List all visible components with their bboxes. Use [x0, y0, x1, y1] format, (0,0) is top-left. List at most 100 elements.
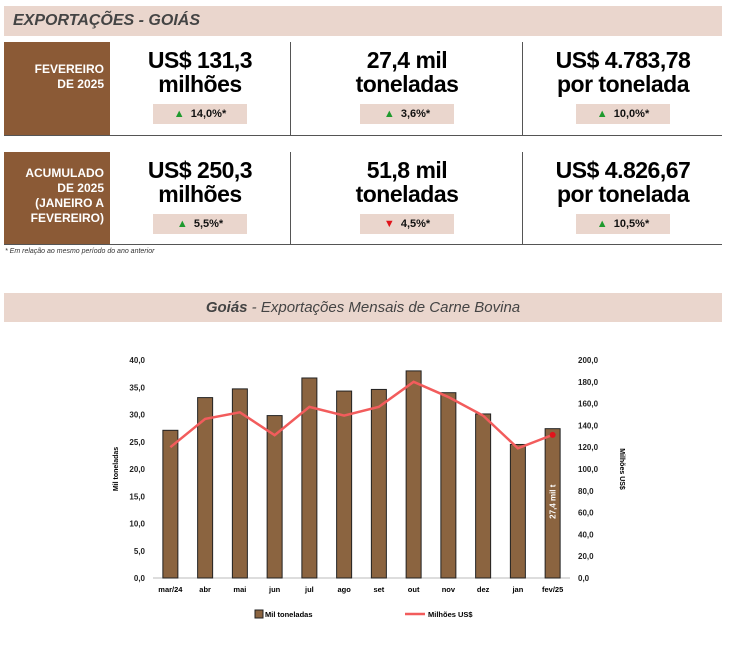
bar — [336, 390, 353, 579]
kpi-unit: toneladas — [355, 71, 459, 97]
legend-label-bars: Mil toneladas — [265, 610, 313, 619]
y2-axis-label: Milhões US$ — [618, 448, 625, 490]
kpi-cell: US$ 4.783,78 por tonelada ▲ 10,0%* — [522, 42, 723, 135]
period-label-line: DE 2025 — [57, 181, 104, 195]
period-label-line: FEVEREIRO — [34, 62, 104, 76]
y-tick-label: 0,0 — [134, 574, 146, 583]
x-tick-label: ago — [337, 585, 351, 594]
kpi-value: US$ 4.826,67 — [555, 157, 691, 183]
change-badge: ▲ 10,0%* — [576, 104, 670, 124]
x-tick-label: jan — [511, 585, 523, 594]
kpi-cell: US$ 250,3 milhões ▲ 5,5%* — [110, 152, 290, 244]
kpi-unit: toneladas — [355, 181, 459, 207]
x-tick-label: out — [408, 585, 420, 594]
y-tick-label: 25,0 — [129, 438, 145, 447]
change-value: 14,0%* — [190, 108, 227, 120]
x-tick-label: nov — [442, 585, 456, 594]
x-tick-label: fev/25 — [542, 585, 563, 594]
legend-label-line: Milhões US$ — [428, 610, 473, 619]
arrow-up-icon: ▲ — [596, 218, 608, 230]
y2-tick-label: 120,0 — [578, 443, 599, 452]
y2-tick-label: 160,0 — [578, 400, 599, 409]
kpi-row: ACUMULADO DE 2025 (JANEIRO A FEVEREIRO) US$ … — [4, 152, 722, 245]
y-tick-label: 40,0 — [129, 356, 145, 365]
change-badge: ▼ 4,5%* — [360, 214, 454, 234]
y-tick-label: 10,0 — [129, 520, 145, 529]
line-series — [169, 380, 554, 450]
chart-title-rest: - Exportações Mensais de Carne Bovina — [247, 299, 521, 316]
kpi-cell: 51,8 mil toneladas ▼ 4,5%* — [290, 152, 523, 244]
arrow-up-icon: ▲ — [596, 108, 608, 120]
x-tick-label: set — [373, 585, 384, 594]
change-value: 10,0%* — [613, 108, 650, 120]
kpi-cell: US$ 131,3 milhões ▲ 14,0%* — [110, 42, 290, 135]
y-tick-label: 15,0 — [129, 492, 145, 501]
y-tick-label: 30,0 — [129, 411, 145, 420]
kpi-value: US$ 250,3 — [147, 157, 253, 183]
bar — [301, 377, 318, 579]
period-label-line: DE 2025 — [57, 77, 104, 91]
kpi-row: FEVEREIRO DE 2025 US$ 131,3 milhões ▲ 14,0%… — [4, 42, 722, 136]
footnote: * Em relação ao mesmo período do ano ant… — [5, 248, 155, 255]
x-tick-label: dez — [477, 585, 490, 594]
kpi-value: US$ 4.783,78 — [555, 47, 691, 73]
y2-tick-label: 80,0 — [578, 487, 594, 496]
bar — [266, 415, 283, 579]
y2-tick-label: 200,0 — [578, 356, 599, 365]
kpi-unit: milhões — [158, 71, 242, 97]
y2-tick-label: 40,0 — [578, 530, 594, 539]
y2-tick-label: 140,0 — [578, 421, 599, 430]
change-badge: ▲ 5,5%* — [153, 214, 247, 234]
x-tick-label: mar/24 — [158, 585, 183, 594]
period-label: ACUMULADO DE 2025 (JANEIRO A FEVEREIRO) — [4, 152, 110, 244]
bar — [231, 388, 248, 579]
bar — [197, 397, 214, 579]
kpi-value: 27,4 mil — [366, 47, 448, 73]
change-badge: ▲ 10,5%* — [576, 214, 670, 234]
y-tick-label: 20,0 — [129, 465, 145, 474]
y-axis-label: Mil toneladas — [113, 447, 120, 491]
kpi-cell: US$ 4.826,67 por tonelada ▲ 10,5%* — [522, 152, 723, 244]
bar — [475, 413, 492, 579]
kpi-value: US$ 131,3 — [147, 47, 253, 73]
y2-tick-label: 100,0 — [578, 465, 599, 474]
kpi-unit: por tonelada — [556, 71, 690, 97]
chart-title-bold: Goiás — [205, 299, 248, 316]
kpi-unit: milhões — [158, 181, 242, 207]
legend-swatch-bars — [254, 609, 264, 619]
chart-title: Goiás - Exportações Mensais de Carne Bov… — [4, 293, 722, 322]
period-label-line: ACUMULADO — [25, 166, 104, 180]
bar — [162, 429, 179, 579]
arrow-down-icon: ▼ — [383, 218, 395, 230]
kpi-cell: 27,4 mil toneladas ▲ 3,6%* — [290, 42, 523, 135]
bar — [370, 388, 387, 579]
change-value: 5,5%* — [193, 218, 224, 230]
change-value: 4,5%* — [400, 218, 431, 230]
y-tick-label: 35,0 — [129, 383, 145, 392]
bar — [440, 392, 457, 579]
period-label: FEVEREIRO DE 2025 — [4, 42, 110, 135]
change-value: 10,5%* — [613, 218, 650, 230]
bar-annotation: 27,4 mil t — [549, 484, 558, 519]
y2-tick-label: 20,0 — [578, 552, 594, 561]
kpi-value: 51,8 mil — [366, 157, 448, 183]
y2-tick-label: 60,0 — [578, 509, 594, 518]
change-value: 3,6%* — [400, 108, 431, 120]
y-tick-label: 5,0 — [134, 547, 146, 556]
x-tick-label: mai — [233, 585, 246, 594]
change-badge: ▲ 3,6%* — [360, 104, 454, 124]
bar — [544, 428, 561, 579]
line-point — [549, 431, 556, 438]
bar — [509, 443, 526, 579]
y2-tick-label: 0,0 — [578, 574, 590, 583]
page-title: EXPORTAÇÕES - GOIÁS — [4, 6, 722, 36]
arrow-up-icon: ▲ — [173, 108, 185, 120]
change-badge: ▲ 14,0%* — [153, 104, 247, 124]
x-tick-label: abr — [199, 585, 211, 594]
arrow-up-icon: ▲ — [176, 218, 188, 230]
bar — [405, 370, 422, 579]
period-label-line: (JANEIRO A — [35, 196, 104, 210]
kpi-unit: por tonelada — [556, 181, 690, 207]
arrow-up-icon: ▲ — [383, 108, 395, 120]
x-tick-label: jul — [304, 585, 314, 594]
